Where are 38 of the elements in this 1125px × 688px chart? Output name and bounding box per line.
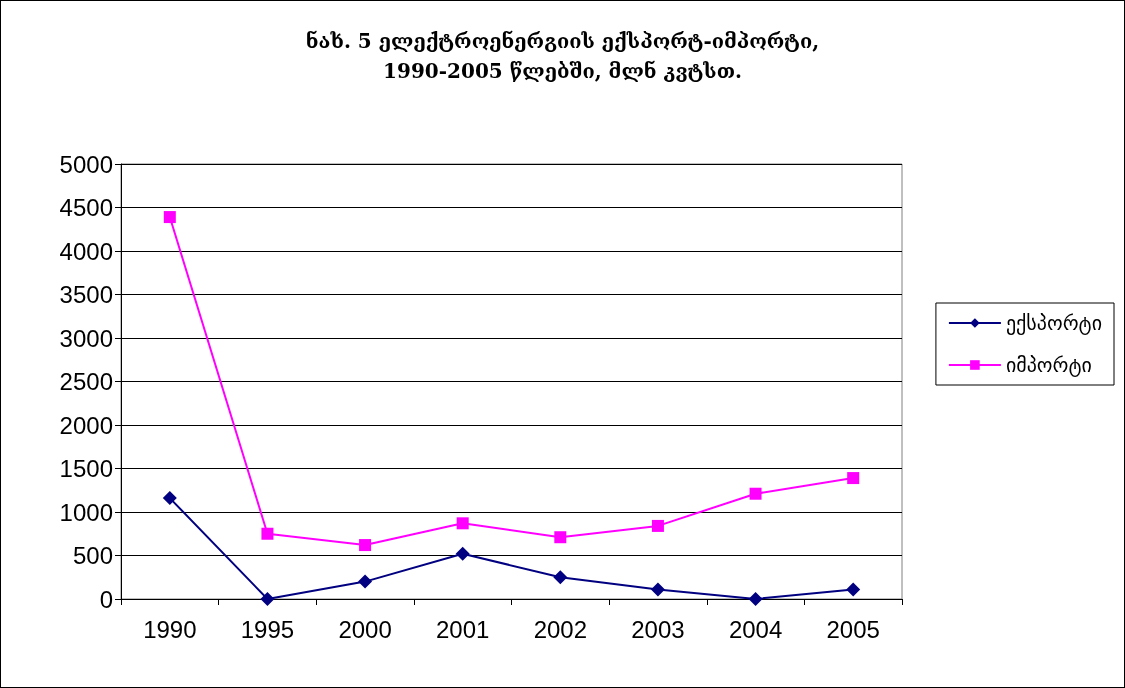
legend-label: ექსპორტი [1005, 311, 1102, 335]
point [749, 487, 762, 500]
x-tick-label: 2000 [338, 615, 392, 643]
y-tick-label: 3500 [59, 281, 113, 308]
y-tick-label: 2500 [59, 368, 113, 395]
point [358, 574, 373, 589]
point [163, 211, 176, 224]
x-tick-label: 2003 [631, 615, 685, 643]
point [261, 527, 274, 540]
chart-title: ნახ. 5 ელექტროენერგიის ექსპორტ-იმპორტი,1990-2005 წლებში, მლნ კვტსთ. [305, 29, 820, 83]
y-tick-label: 5000 [59, 150, 113, 178]
x-tick-label: 2004 [728, 615, 783, 643]
y-tick-label: 3000 [59, 324, 113, 352]
y-tick-label: 1500 [59, 455, 113, 482]
point [359, 539, 372, 552]
y-tick-label: 500 [72, 542, 113, 569]
point [553, 570, 568, 585]
point [748, 592, 763, 606]
point [260, 592, 275, 606]
x-tick-label: 1995 [240, 615, 295, 643]
x-tick-label: 2001 [435, 615, 490, 643]
y-tick-label: 2000 [59, 411, 113, 439]
y-tick-label: 0 [99, 585, 113, 613]
x-tick-label: 1990 [143, 615, 197, 643]
point [162, 491, 177, 506]
point [554, 531, 567, 544]
point [846, 582, 861, 597]
x-tick-label: 2005 [826, 615, 880, 643]
point [456, 517, 469, 530]
point [651, 519, 664, 532]
point [455, 546, 470, 561]
point [847, 472, 860, 485]
y-tick-label: 4000 [59, 237, 113, 265]
x-tick-label: 2002 [533, 615, 588, 643]
legend-label: იმპორტი [1005, 353, 1092, 377]
point [650, 582, 665, 597]
y-tick-label: 4500 [59, 194, 113, 221]
y-tick-label: 1000 [59, 498, 113, 526]
